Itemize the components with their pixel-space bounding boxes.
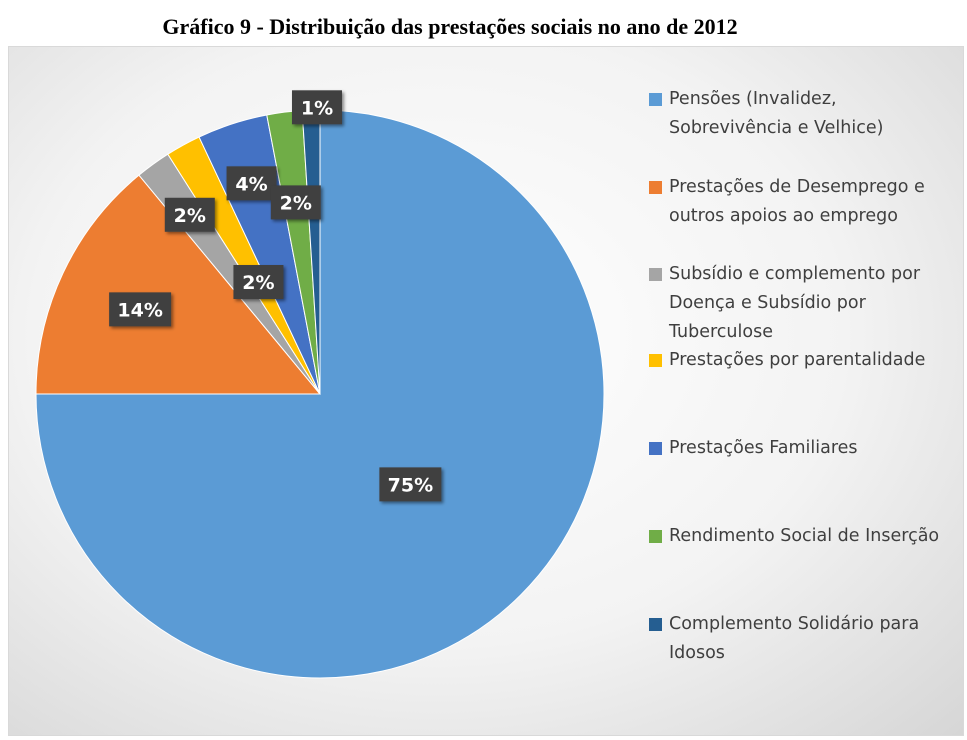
legend-label: Rendimento Social de Inserção [669, 526, 940, 546]
legend-label: Subsídio e complemento por Doença e Subs… [669, 264, 921, 342]
legend-swatch [649, 530, 662, 543]
data-label-box [233, 265, 284, 300]
data-label-box [164, 197, 215, 232]
data-label: 1% [291, 90, 342, 125]
legend-swatch [649, 268, 662, 281]
data-label-text: 2% [242, 272, 274, 294]
data-label-text: 14% [117, 299, 162, 321]
legend-item: Rendimento Social de Inserção [649, 522, 959, 551]
data-label-text: 2% [280, 192, 312, 214]
data-label: 4% [226, 166, 277, 201]
legend-swatch [649, 618, 662, 631]
legend-item: Pensões (Invalidez, Sobrevivência e Velh… [649, 85, 959, 143]
data-label: 2% [164, 197, 215, 232]
data-label: 2% [270, 185, 321, 220]
legend-swatch [649, 181, 662, 194]
legend-swatch [649, 442, 662, 455]
data-label-box [291, 90, 342, 125]
legend-item: Complemento Solidário para Idosos [649, 610, 959, 668]
legend-label: Complemento Solidário para Idosos [669, 614, 920, 663]
legend-label: Pensões (Invalidez, Sobrevivência e Velh… [669, 89, 884, 138]
legend-swatch [649, 93, 662, 106]
data-label: 2% [233, 265, 284, 300]
data-label: 14% [109, 292, 172, 327]
chart-title: Gráfico 9 - Distribuição das prestações … [162, 14, 738, 39]
legend-item: Prestações Familiares [649, 434, 959, 463]
legend-swatch [649, 354, 662, 367]
legend-item: Subsídio e complemento por Doença e Subs… [649, 260, 959, 347]
data-label-box [270, 185, 321, 220]
data-label-box [379, 467, 442, 502]
data-label-text: 4% [235, 173, 267, 195]
data-label-box [226, 166, 277, 201]
legend-label: Prestações Familiares [669, 438, 858, 458]
pie-slice [35, 174, 322, 395]
data-label: 75% [379, 467, 442, 502]
legend-label: Prestações de Desemprego e outros apoios… [669, 177, 925, 226]
data-label-box [109, 292, 172, 327]
legend-item: Prestações por parentalidade [649, 346, 959, 375]
data-label-text: 1% [301, 97, 333, 119]
legend-item: Prestações de Desemprego e outros apoios… [649, 173, 959, 231]
data-label-text: 75% [388, 474, 433, 496]
data-label-text: 2% [174, 205, 206, 227]
legend-label: Prestações por parentalidade [669, 350, 926, 370]
